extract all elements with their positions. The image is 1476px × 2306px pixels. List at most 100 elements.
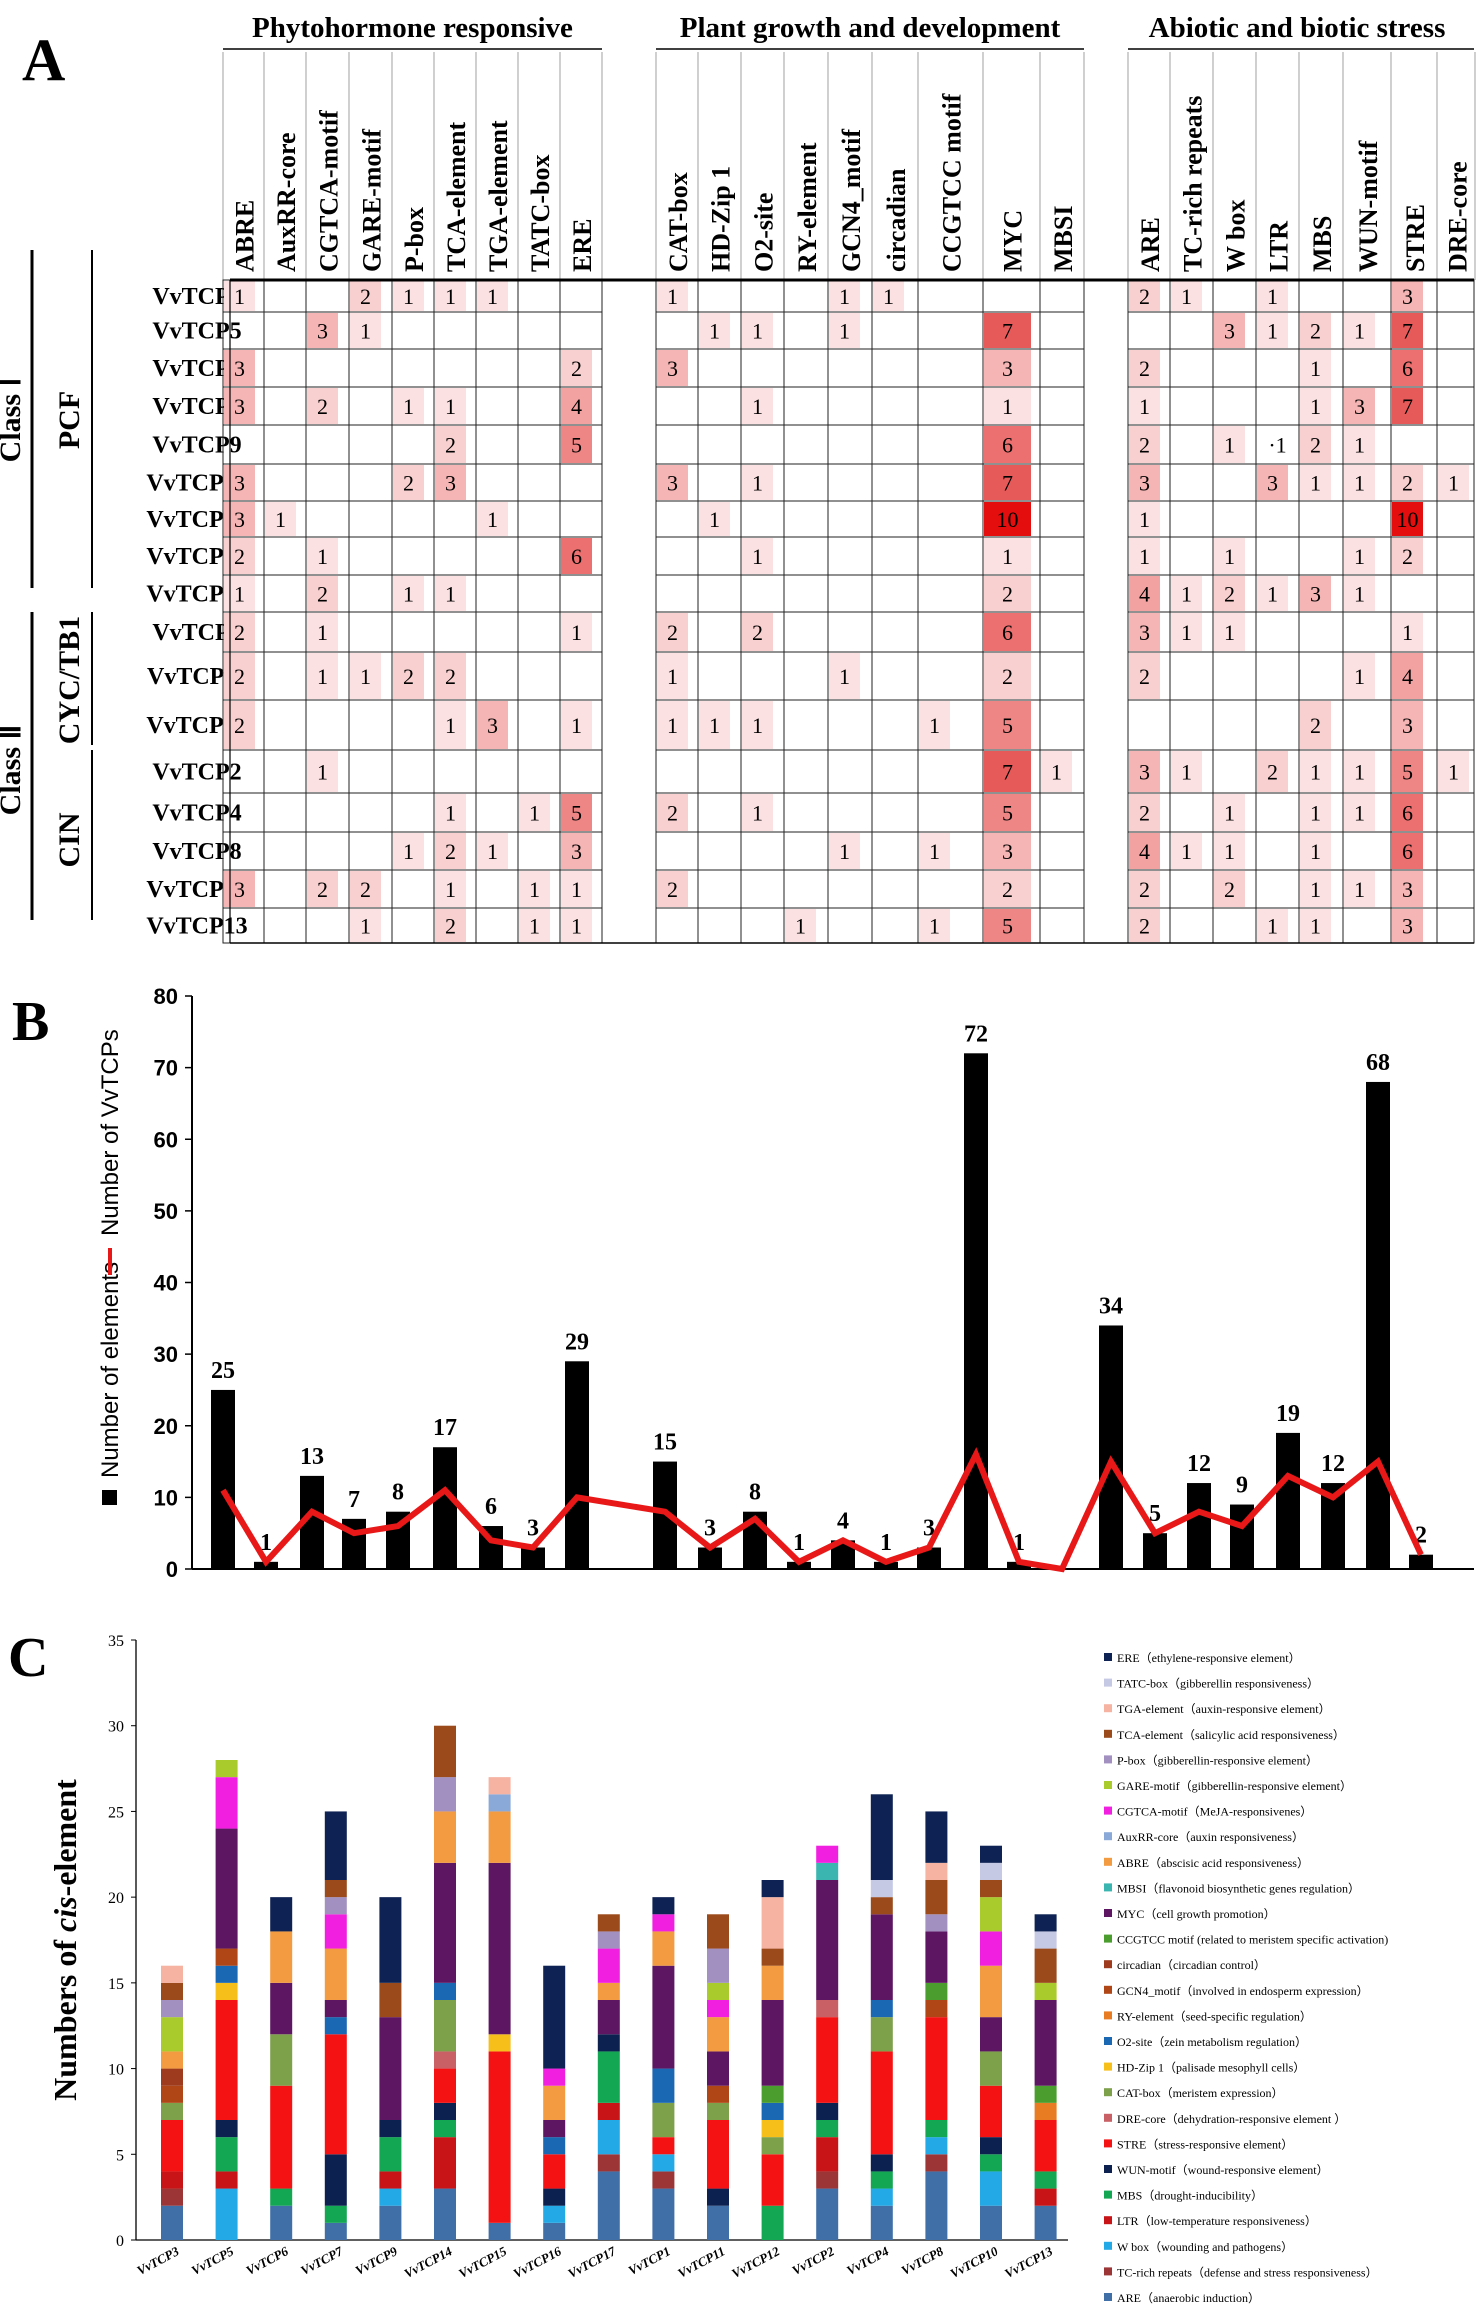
heat-cell-fill <box>984 350 1031 386</box>
heat-cell-fill <box>1214 613 1245 651</box>
heat-cell-fill <box>1392 502 1423 536</box>
heat-cell-fill <box>477 701 508 749</box>
stack-segment <box>816 1880 839 2000</box>
bar-elements <box>521 1547 545 1569</box>
row-label-VvTCP13: VvTCP13 <box>146 914 247 940</box>
table-cell <box>305 348 350 388</box>
cell-value: 2 <box>234 664 245 689</box>
table-cell <box>348 348 393 388</box>
row-label-VvTCP4: VvTCP4 <box>152 801 241 827</box>
table-cell <box>305 831 350 871</box>
legend-entry: CGTCA-motif（MeJA-responsivenes） <box>1117 1805 1312 1819</box>
table-cell <box>1255 500 1300 538</box>
table-cell <box>917 869 984 909</box>
stack-segment <box>434 2068 456 2103</box>
cell-value: 1 <box>709 713 720 738</box>
table-cell <box>1039 311 1085 350</box>
stack-segment <box>543 2205 566 2223</box>
legend-swatch <box>1104 1781 1112 1789</box>
heat-cell-fill <box>1392 613 1423 651</box>
column-header-TATC-box: TATC-box <box>526 155 555 273</box>
bar-data-label: 15 <box>653 1430 677 1456</box>
table-cell <box>475 463 519 502</box>
cell-value: 1 <box>1310 877 1321 902</box>
table-cell <box>871 463 919 502</box>
heat-cell-fill <box>1257 576 1288 611</box>
table-cell <box>740 651 785 701</box>
stack-segment <box>434 1725 456 1778</box>
heat-cell-fill <box>1392 794 1423 831</box>
cell-value: 2 <box>317 394 328 419</box>
heat-cell-fill <box>393 465 424 500</box>
class2-label: Class Ⅱ <box>0 725 27 816</box>
heat-cell-fill <box>350 871 381 907</box>
x-tick-label-VvTCP16: VvTCP16 <box>511 2243 564 2281</box>
heat-cell-fill <box>742 794 773 831</box>
table-cell <box>783 611 829 653</box>
table-cell <box>391 699 435 751</box>
y-tick-label: 40 <box>154 1271 178 1296</box>
stack-segment <box>543 2154 566 2189</box>
cell-value: 2 <box>445 433 456 458</box>
x-tick-label-VvTCP5: VvTCP5 <box>189 2243 237 2278</box>
table-cell <box>827 907 873 944</box>
table-cell <box>1169 424 1214 465</box>
heat-cell-fill <box>224 502 255 536</box>
cell-value: 2 <box>360 284 371 309</box>
group-title-0: Phytohormone responsive <box>252 12 573 44</box>
legend-bar-label: Number of elements <box>97 1262 124 1478</box>
x-tick-label-VvTCP1: VvTCP1 <box>626 2243 673 2278</box>
table-cell <box>1255 869 1300 909</box>
stack-segment <box>1034 2085 1057 2103</box>
table-cell <box>655 424 699 465</box>
stack-segment <box>324 2034 347 2155</box>
stack-segment <box>707 1982 729 2000</box>
table-cell <box>263 311 307 350</box>
heat-cell-fill <box>1171 833 1202 869</box>
stack-segment <box>597 1982 620 2000</box>
heat-cell-fill <box>699 313 730 348</box>
stack-segment <box>925 1982 948 2000</box>
stack-segment <box>324 1897 347 1915</box>
y-axis-label: Numbers of cis-element <box>47 1779 83 2101</box>
column-header-circadian: circadian <box>882 168 911 272</box>
stack-segment <box>597 2034 620 2052</box>
heat-cell-fill <box>393 576 424 611</box>
cell-value: 3 <box>1310 582 1321 607</box>
heat-cell-fill <box>919 833 950 869</box>
stack-segment <box>870 2000 893 2018</box>
table-cell <box>475 348 519 388</box>
table-cell <box>1436 279 1475 313</box>
table-cell <box>1342 699 1392 751</box>
table-cell <box>517 386 561 426</box>
table-cell <box>783 386 829 426</box>
table-cell <box>433 749 477 794</box>
heat-cell-fill <box>1344 426 1375 463</box>
stack-segment <box>1034 2171 1057 2189</box>
stack-segment <box>597 1914 620 1932</box>
table-cell <box>783 424 829 465</box>
heat-cell-fill <box>1129 426 1160 463</box>
heat-cell-fill <box>1344 653 1375 699</box>
stack-segment <box>761 2102 784 2120</box>
column-header-CAT-box: CAT-box <box>664 172 693 272</box>
table-cell <box>740 749 785 794</box>
cell-value: 1 <box>1002 544 1013 569</box>
column-header-ABRE: ABRE <box>231 200 260 272</box>
heat-cell-fill <box>435 909 466 942</box>
heat-cell-fill <box>393 833 424 869</box>
stack-segment <box>543 2068 566 2086</box>
table-cell <box>1255 536 1300 576</box>
x-tick-label-VvTCP12: VvTCP12 <box>729 2243 782 2281</box>
cell-value: 1 <box>709 319 720 344</box>
heat-cell-fill <box>561 538 592 574</box>
legend-swatch <box>1104 2241 1112 2250</box>
table-cell <box>348 424 393 465</box>
stack-segment <box>707 2188 729 2206</box>
stack-segment <box>270 1897 293 1932</box>
stack-segment <box>215 2000 238 2120</box>
stack-segment <box>816 2102 839 2120</box>
heat-cell-fill <box>519 871 550 907</box>
table-cell <box>1039 699 1085 751</box>
column-header-MBS: MBS <box>1308 216 1337 272</box>
